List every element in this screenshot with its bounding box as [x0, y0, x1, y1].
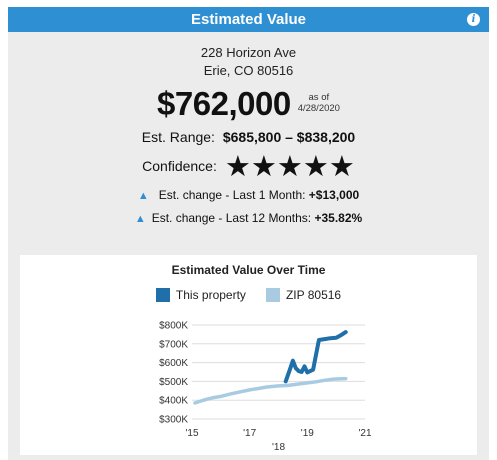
legend-swatch-zip: [265, 288, 280, 302]
change-1m-value: +$13,000: [308, 188, 360, 202]
as-of: as of 4/28/2020: [298, 92, 340, 114]
x-tick-label: '21: [358, 428, 371, 439]
confidence: Confidence: ★★★★★: [8, 151, 489, 181]
address-line2: Erie, CO 80516: [203, 63, 294, 78]
up-triangle-icon: ▲: [137, 190, 149, 202]
x-tick-label-minor: '18: [272, 442, 285, 453]
confidence-label: Confidence:: [142, 158, 217, 174]
widget-title: Estimated Value: [190, 11, 307, 28]
y-tick-label: $500K: [159, 377, 188, 388]
widget-header: Estimated Value i: [8, 7, 489, 32]
address-line1: 228 Horizon Ave: [200, 45, 297, 60]
range-value: $685,800 – $838,200: [222, 129, 356, 145]
estimated-value-widget: Estimated Value i 228 Horizon Ave Erie, …: [8, 7, 489, 460]
legend-swatch-property: [155, 288, 170, 302]
change-1m-label: Est. change - Last 1 Month:: [158, 188, 306, 202]
est-range: Est. Range: $685,800 – $838,200: [8, 129, 489, 145]
as-of-date: 4/28/2020: [297, 103, 340, 114]
change-1-month: ▲ Est. change - Last 1 Month: +$13,000: [8, 188, 489, 202]
chart-title: Estimated Value Over Time: [171, 263, 326, 277]
up-triangle-icon: ▲: [134, 213, 146, 225]
change-12-months: ▲ Est. change - Last 12 Months: +35.82%: [8, 211, 489, 225]
y-tick-label: $400K: [159, 396, 188, 407]
change-12m-value: +35.82%: [314, 211, 363, 225]
info-icon[interactable]: i: [467, 13, 480, 26]
address: 228 Horizon Ave Erie, CO 80516: [8, 44, 489, 80]
value-row: $762,000 as of 4/28/2020: [8, 85, 489, 123]
as-of-label: as of: [308, 92, 330, 103]
y-tick-label: $600K: [159, 358, 188, 369]
x-tick-label: '15: [185, 428, 198, 439]
series-line-property: [283, 330, 348, 384]
top-strip: [0, 0, 497, 8]
chart-card: Estimated Value Over Time This property …: [20, 255, 477, 455]
legend-item-property[interactable]: This property: [155, 288, 246, 302]
legend-label-property: This property: [175, 288, 246, 302]
legend-item-zip[interactable]: ZIP 80516: [265, 288, 342, 302]
estimated-value: $762,000: [157, 85, 291, 122]
chart-legend: This property ZIP 80516: [20, 288, 477, 302]
range-label: Est. Range:: [141, 129, 215, 145]
y-tick-label: $700K: [159, 339, 188, 350]
series-line-zip: [193, 376, 348, 405]
change-12m-label: Est. change - Last 12 Months:: [151, 211, 312, 225]
y-tick-label: $300K: [159, 415, 188, 426]
x-tick-label: '19: [301, 428, 314, 439]
legend-label-zip: ZIP 80516: [285, 288, 342, 302]
confidence-stars-icon: ★★★★★: [224, 149, 355, 183]
y-tick-label: $800K: [159, 321, 188, 332]
line-chart: $300K $400K $500K $600K $700K $800K '15 '17 '19 '…: [159, 321, 372, 454]
x-tick-label: '17: [243, 428, 256, 439]
